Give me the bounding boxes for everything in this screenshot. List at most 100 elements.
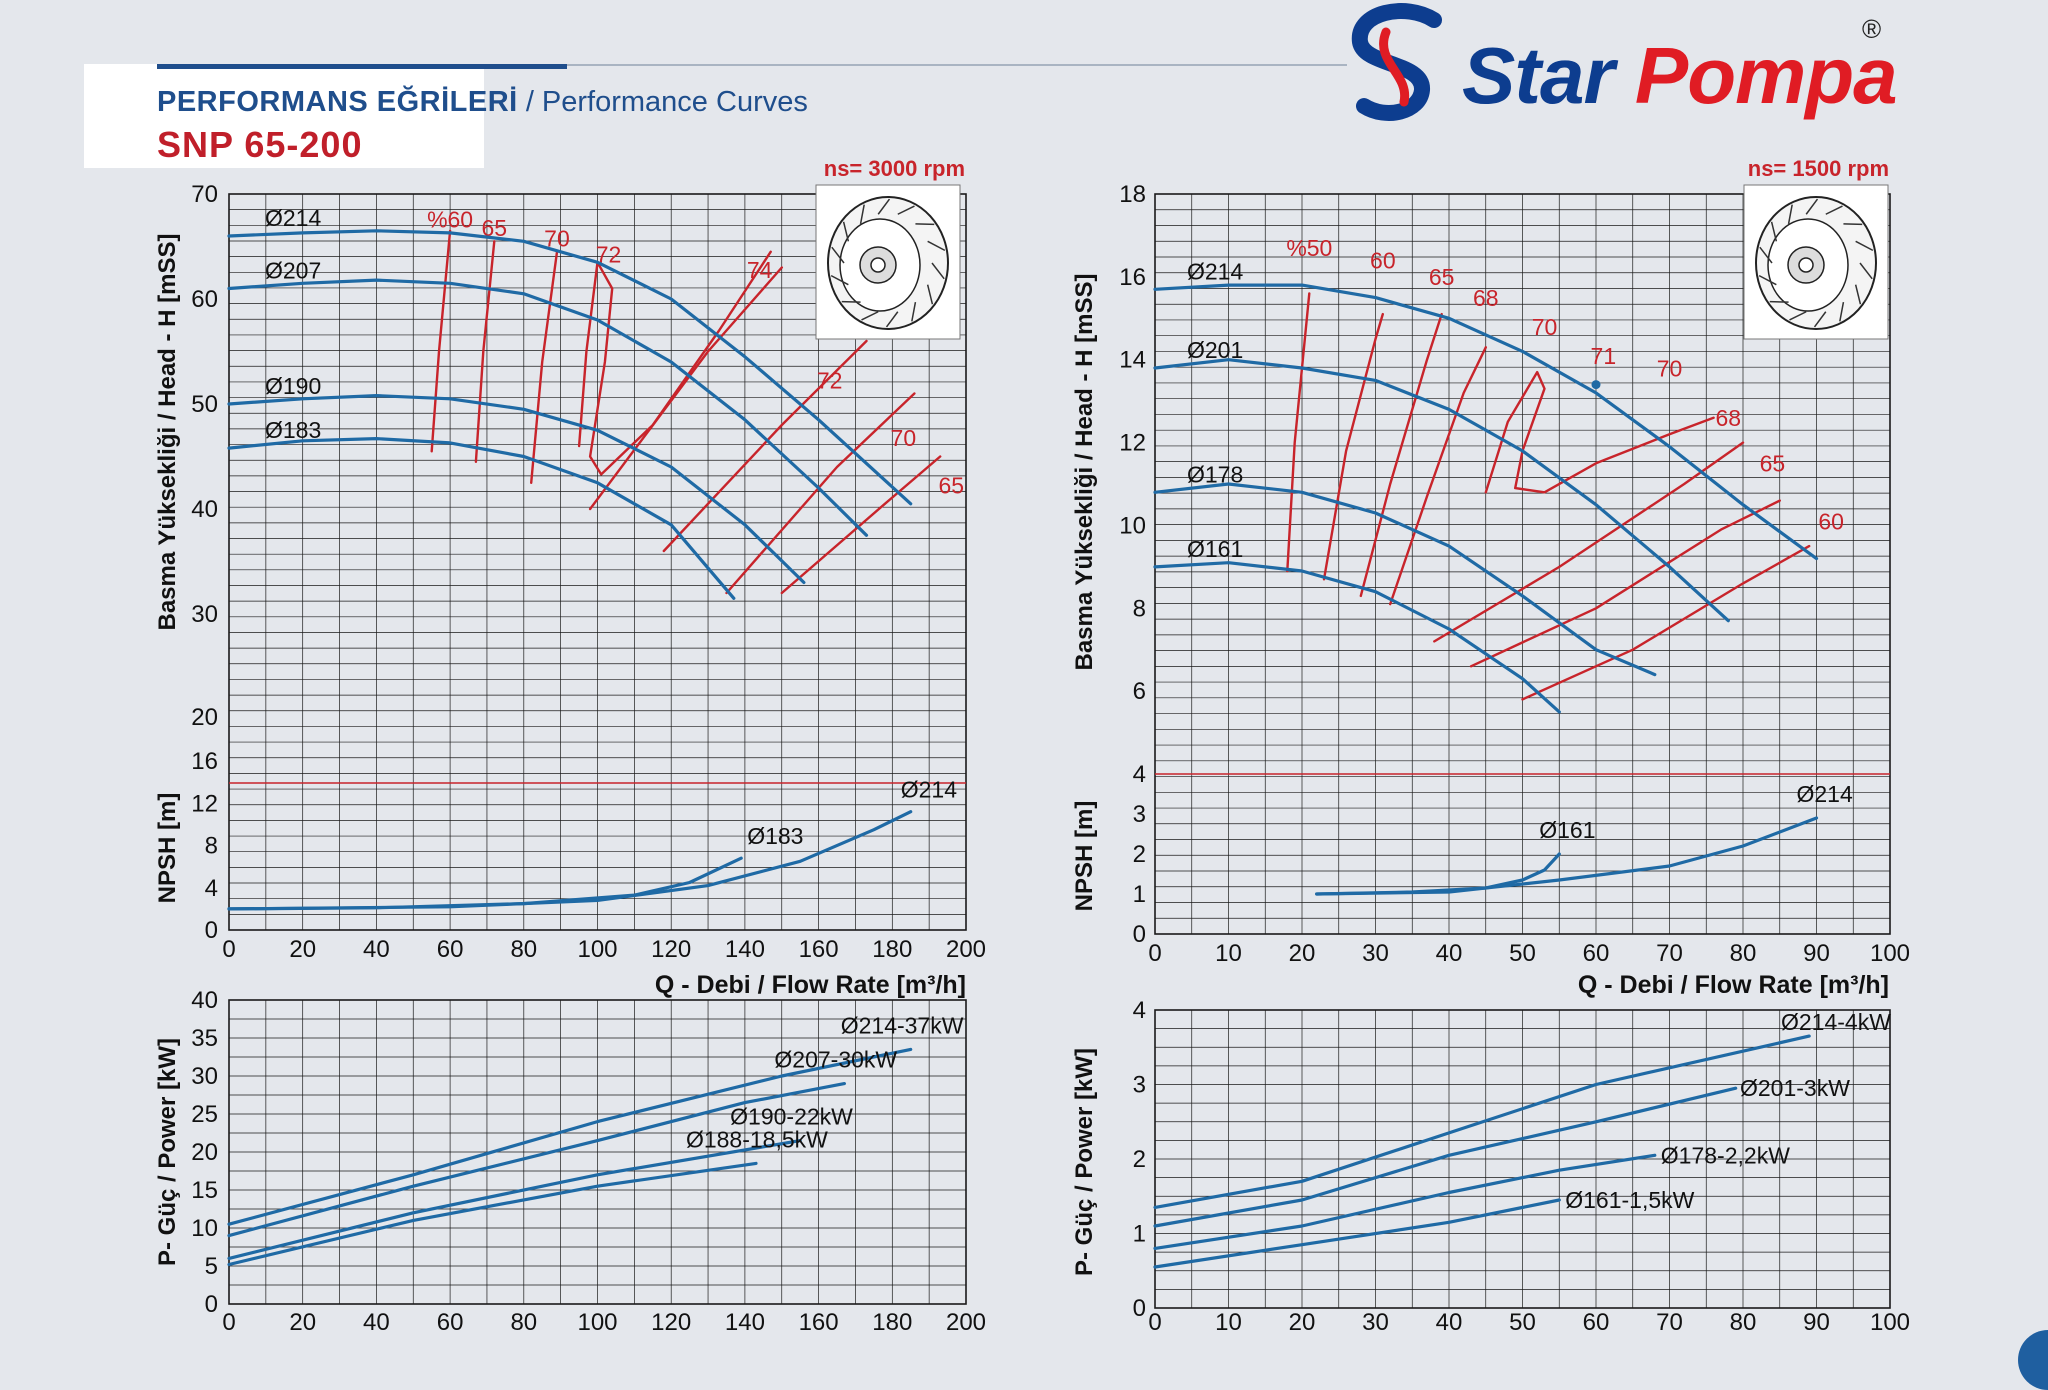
impeller-drawing-icon — [816, 185, 960, 339]
right-power-xtick: 80 — [1730, 1309, 1757, 1336]
right-power-curve-label: Ø178-2,2kW — [1661, 1142, 1790, 1168]
left-speed-label: ns= 3000 rpm — [824, 156, 965, 181]
right-npsh-xtick: 20 — [1289, 940, 1316, 967]
left-power-ytick: 40 — [191, 987, 218, 1014]
right-power-ytick: 0 — [1133, 1295, 1146, 1322]
left-npsh-ytick: 12 — [191, 790, 218, 817]
left-npsh-xtick: 40 — [363, 936, 390, 963]
left-npsh-curve-label: Ø183 — [747, 823, 803, 849]
right-npsh-xtick: 100 — [1870, 940, 1910, 967]
left-flow-xlabel: Q - Debi / Flow Rate [m³/h] — [655, 971, 966, 999]
left-npsh-xtick: 80 — [510, 936, 537, 963]
left-power-xtick: 60 — [437, 1309, 464, 1336]
left-npsh-ytick: 8 — [205, 833, 218, 860]
left-head-curve-label: Ø207 — [265, 258, 321, 284]
left-npsh-xtick: 180 — [872, 936, 912, 963]
left-npsh-ytick: 16 — [191, 748, 218, 775]
left-efficiency-label: 74 — [747, 257, 773, 283]
left-npsh-ytick: 4 — [205, 875, 218, 902]
left-head-ytick: 40 — [191, 496, 218, 523]
left-npsh-xtick: 0 — [222, 936, 235, 963]
right-head-ytick: 4 — [1133, 761, 1146, 788]
left-efficiency-label: 72 — [817, 367, 843, 393]
left-power-ytick: 20 — [191, 1139, 218, 1166]
left-power-xtick: 20 — [289, 1309, 316, 1336]
right-efficiency-label: 68 — [1716, 405, 1742, 431]
left-power-xtick: 180 — [872, 1309, 912, 1336]
right-head-curve-label: Ø201 — [1187, 337, 1243, 363]
left-power-ytick: 15 — [191, 1177, 218, 1204]
impeller-drawing-icon — [1744, 185, 1888, 339]
right-npsh-xtick: 50 — [1509, 940, 1536, 967]
right-power-xtick: 100 — [1870, 1309, 1910, 1336]
right-npsh-ytick: 1 — [1133, 881, 1146, 908]
right-head-ytick: 14 — [1119, 347, 1146, 374]
left-head-curve-label: Ø183 — [265, 417, 321, 443]
left-power-ytick: 0 — [205, 1291, 218, 1318]
left-power-curve-label: Ø214-37kW — [841, 1012, 964, 1038]
left-npsh-xtick: 200 — [946, 936, 986, 963]
right-power-ytick: 2 — [1133, 1146, 1146, 1173]
right-head-curve-label: Ø161 — [1187, 536, 1243, 562]
right-head-curve-label: Ø214 — [1187, 258, 1243, 284]
right-efficiency-curve — [1471, 501, 1780, 667]
right-head-ytick: 18 — [1119, 181, 1146, 208]
left-power-xtick: 80 — [510, 1309, 537, 1336]
right-power-xtick: 10 — [1215, 1309, 1242, 1336]
left-power-ytick: 5 — [205, 1253, 218, 1280]
right-efficiency-label: 71 — [1591, 343, 1617, 369]
left-npsh-xtick: 120 — [651, 936, 691, 963]
left-power-ytick: 30 — [191, 1063, 218, 1090]
left-npsh-curve-label: Ø214 — [901, 777, 957, 803]
right-head-ytick: 6 — [1133, 678, 1146, 705]
right-power-xtick: 70 — [1656, 1309, 1683, 1336]
left-npsh-curve — [229, 858, 741, 909]
left-head-ytick: 50 — [191, 391, 218, 418]
right-npsh-xtick: 40 — [1436, 940, 1463, 967]
right-npsh-xtick: 70 — [1656, 940, 1683, 967]
left-npsh-xtick: 140 — [725, 936, 765, 963]
right-head-curve — [1155, 484, 1655, 675]
left-power-ytick: 10 — [191, 1215, 218, 1242]
right-power-xtick: 40 — [1436, 1309, 1463, 1336]
left-npsh-xtick: 20 — [289, 936, 316, 963]
impeller-bore — [871, 258, 885, 272]
right-head-ylabel: Basma Yüksekliği / Head - H [mSS] — [1071, 273, 1098, 670]
left-head-curve-label: Ø190 — [265, 373, 321, 399]
left-power-ylabel: P- Güç / Power [kW] — [154, 1038, 181, 1266]
left-power-ytick: 25 — [191, 1101, 218, 1128]
right-power-ytick: 1 — [1133, 1221, 1146, 1248]
right-efficiency-label: 65 — [1429, 264, 1455, 290]
left-head-ylabel: Basma Yüksekliği / Head - H [mSS] — [154, 233, 181, 630]
right-power-xtick: 0 — [1148, 1309, 1161, 1336]
right-power-xtick: 50 — [1509, 1309, 1536, 1336]
right-head-curve — [1155, 563, 1559, 712]
right-head-ytick: 10 — [1119, 512, 1146, 539]
left-power-curve-label: Ø207-30kW — [774, 1047, 897, 1073]
left-npsh-xtick: 160 — [799, 936, 839, 963]
left-head-ytick: 20 — [191, 704, 218, 731]
right-efficiency-curve — [1287, 293, 1309, 571]
right-efficiency-label: 60 — [1370, 248, 1396, 274]
right-head-ytick: 16 — [1119, 264, 1146, 291]
left-head-ytick: 30 — [191, 601, 218, 628]
right-speed-label: ns= 1500 rpm — [1748, 156, 1889, 181]
left-npsh-xtick: 60 — [437, 936, 464, 963]
left-power-xtick: 40 — [363, 1309, 390, 1336]
right-head-ytick: 8 — [1133, 595, 1146, 622]
right-npsh-curve-label: Ø161 — [1539, 817, 1595, 843]
right-head-curve-label: Ø178 — [1187, 461, 1243, 487]
left-npsh-ytick: 0 — [205, 917, 218, 944]
right-npsh-xtick: 30 — [1362, 940, 1389, 967]
right-efficiency-label: 65 — [1760, 451, 1786, 477]
right-power-xtick: 30 — [1362, 1309, 1389, 1336]
right-npsh-curve — [1317, 854, 1560, 894]
right-power-ytick: 4 — [1133, 997, 1146, 1024]
left-efficiency-label: 70 — [891, 425, 917, 451]
left-efficiency-curve — [432, 231, 450, 451]
left-head-curve — [229, 439, 734, 599]
right-npsh-xtick: 10 — [1215, 940, 1242, 967]
right-npsh-curve-label: Ø214 — [1797, 781, 1853, 807]
right-efficiency-label: %50 — [1286, 235, 1332, 261]
